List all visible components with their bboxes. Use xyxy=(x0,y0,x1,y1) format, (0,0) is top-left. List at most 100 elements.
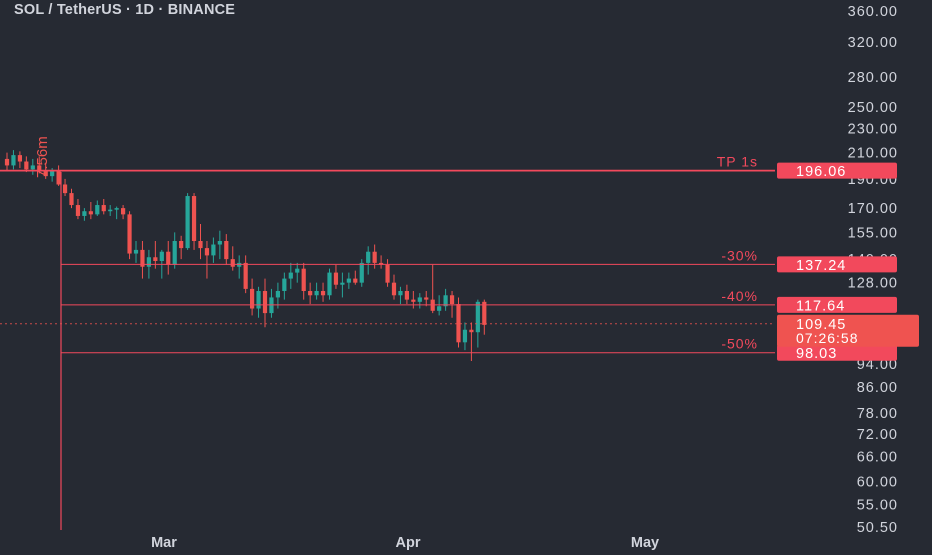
current-price-text: 109.45 xyxy=(796,317,846,333)
candle-body xyxy=(346,278,351,283)
level-label: -30% xyxy=(721,247,758,263)
current-price-tag xyxy=(777,314,919,347)
candle-body xyxy=(456,304,461,343)
level-price-tag xyxy=(777,344,897,361)
y-tick-label: 78.00 xyxy=(857,406,898,422)
candle-body xyxy=(301,268,306,292)
candle-body xyxy=(391,282,397,296)
candle-body xyxy=(121,208,126,215)
candle-body xyxy=(288,272,293,279)
chart-title: SOL / TetherUS · 1D · BINANCE xyxy=(14,2,236,18)
candle-body xyxy=(204,248,210,256)
candle-body xyxy=(50,170,55,177)
candle-body xyxy=(30,165,35,170)
candles-group xyxy=(4,150,487,361)
x-tick-label: May xyxy=(631,535,659,550)
candle-body xyxy=(172,240,177,265)
candle-body xyxy=(372,251,377,263)
candle-body xyxy=(250,288,255,309)
candle-body xyxy=(185,196,190,249)
y-tick-label: 66.00 xyxy=(857,450,898,466)
candle-body xyxy=(24,161,29,170)
candle-body xyxy=(217,240,222,245)
candle-body xyxy=(17,155,22,162)
candle-body xyxy=(146,257,151,267)
candle-body xyxy=(320,291,326,296)
candle-body xyxy=(353,278,358,283)
candle-body xyxy=(308,291,313,296)
candle-body xyxy=(4,158,10,166)
candle-body xyxy=(108,209,113,212)
candle-body xyxy=(243,262,248,289)
candle-body xyxy=(95,205,100,215)
level-price-text: 196.06 xyxy=(796,164,846,180)
vertical-marker-label: 7.56m xyxy=(34,136,51,178)
y-tick-label: 230.00 xyxy=(848,122,898,138)
x-tick-label: Mar xyxy=(151,535,177,550)
candle-body xyxy=(191,196,197,241)
candle-body xyxy=(211,244,216,256)
y-tick-label: 170.00 xyxy=(848,201,898,217)
candle-body xyxy=(411,299,416,302)
candle-body xyxy=(437,306,442,311)
level-label: -50% xyxy=(721,336,758,352)
y-tick-label: 210.00 xyxy=(848,146,898,162)
candle-body xyxy=(82,211,87,216)
y-tick-label: 55.00 xyxy=(857,498,898,514)
candle-body xyxy=(417,297,422,302)
level-price-text: 137.24 xyxy=(796,258,846,274)
candle-body xyxy=(366,251,371,263)
y-tick-label: 280.00 xyxy=(848,70,898,86)
candle-body xyxy=(153,257,158,262)
candle-body xyxy=(179,240,184,249)
y-tick-label: 360.00 xyxy=(848,4,898,20)
y-tick-label: 50.50 xyxy=(857,520,898,536)
candle-body xyxy=(333,272,339,285)
level-price-tag xyxy=(777,162,897,179)
candle-body xyxy=(424,297,429,300)
candle-body xyxy=(37,165,42,171)
candle-body xyxy=(69,193,74,206)
countdown-text: 07:26:58 xyxy=(796,330,859,346)
candle-body xyxy=(101,205,106,212)
candle-body xyxy=(314,291,319,296)
candle-body xyxy=(133,249,139,254)
candle-body xyxy=(11,155,16,166)
candle-body xyxy=(166,251,171,265)
candle-body xyxy=(340,282,345,285)
candle-body xyxy=(275,291,280,298)
candle-body xyxy=(159,251,164,262)
candle-body xyxy=(256,291,261,309)
y-tick-label: 128.00 xyxy=(848,276,898,292)
candle-body xyxy=(385,264,390,283)
candle-body xyxy=(198,240,203,249)
candle-body xyxy=(482,301,487,325)
candle-body xyxy=(56,170,61,185)
y-tick-label: 94.00 xyxy=(857,357,898,373)
candle-body xyxy=(224,240,229,260)
candle-body xyxy=(295,268,300,273)
candle-body xyxy=(62,184,68,194)
candle-body xyxy=(114,208,119,210)
candle-body xyxy=(88,211,93,215)
y-tick-label: 155.00 xyxy=(848,225,898,241)
level-price-tag xyxy=(777,296,897,313)
y-tick-label: 250.00 xyxy=(848,100,898,116)
candle-body xyxy=(359,262,364,283)
y-tick-label: 86.00 xyxy=(857,380,898,396)
candle-body xyxy=(469,329,474,333)
level-label: -40% xyxy=(721,288,758,304)
candle-body xyxy=(443,295,448,307)
candle-body xyxy=(127,214,132,254)
level-price-tag xyxy=(777,256,897,273)
level-price-text: 98.03 xyxy=(796,346,837,362)
candle-body xyxy=(404,291,409,300)
candle-body xyxy=(43,170,48,177)
level-label: TP 1s xyxy=(717,154,758,170)
candle-body xyxy=(449,295,455,305)
candle-body xyxy=(462,329,468,343)
candle-body xyxy=(282,278,287,292)
candle-body xyxy=(262,291,268,314)
